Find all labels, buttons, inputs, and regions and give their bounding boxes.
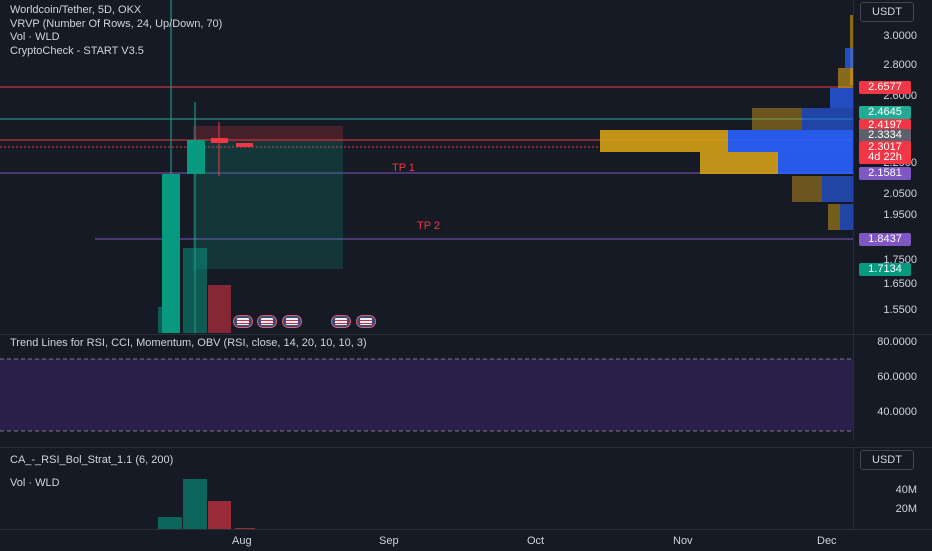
event-flag[interactable]: [257, 315, 277, 328]
rsi-legend[interactable]: Trend Lines for RSI, CCI, Momentum, OBV …: [10, 337, 367, 349]
event-flag[interactable]: [282, 315, 302, 328]
tp2-label: TP 2: [417, 220, 441, 232]
event-flag[interactable]: [331, 315, 351, 328]
volume-unit-button[interactable]: USDT: [860, 450, 914, 470]
symbol-title[interactable]: Worldcoin/Tether, 5D, OKX: [10, 4, 142, 16]
time-label: Nov: [673, 535, 693, 547]
event-flag[interactable]: [356, 315, 376, 328]
price-tick: 1.5500: [883, 304, 917, 316]
rsi-tick: 60.0000: [877, 371, 917, 383]
position-loss-zone: [193, 126, 343, 141]
rsi-axis[interactable]: 80.0000 60.0000 40.0000: [853, 334, 932, 441]
candle: [187, 140, 205, 174]
price-tag: 2.3017: [859, 141, 911, 154]
price-tick: 2.8000: [883, 59, 917, 71]
rsi-canvas: [0, 358, 853, 432]
price-tick: 3.0000: [883, 30, 917, 42]
vrvp-bar: [845, 48, 853, 68]
tp1-label: TP 1: [392, 162, 416, 174]
vrvp-bar: [752, 108, 802, 130]
vrvp-bar: [802, 108, 853, 130]
countdown-tag: 4d 22h: [859, 151, 911, 164]
currency-unit-button[interactable]: USDT: [860, 2, 914, 22]
volume-bar: [158, 307, 162, 333]
price-tag: 1.8437: [859, 233, 911, 246]
vrvp-bar: [830, 88, 853, 108]
candle: [211, 138, 228, 143]
candle: [236, 143, 253, 147]
vrvp-bar: [728, 130, 853, 152]
price-chart-canvas[interactable]: [0, 0, 853, 333]
volume-axis[interactable]: 40M 20M: [853, 447, 932, 530]
indicator-vrvp[interactable]: VRVP (Number Of Rows, 24, Up/Down, 70): [10, 17, 223, 30]
vrvp-bar: [838, 68, 853, 88]
indicator-cryptocheck[interactable]: CryptoCheck - START V3.5: [10, 44, 144, 57]
rsi-band: [0, 359, 853, 431]
indicator-volume[interactable]: Vol · WLD: [10, 31, 60, 43]
volume-pane[interactable]: CA_-_RSI_Bol_Strat_1.1 (6, 200) Vol · WL…: [0, 447, 853, 530]
rsi-pane[interactable]: Trend Lines for RSI, CCI, Momentum, OBV …: [0, 334, 853, 441]
rsi-tick: 40.0000: [877, 406, 917, 418]
price-axis[interactable]: 3.0000 2.8000 2.6000 2.2000 2.0500 1.950…: [853, 0, 932, 333]
volume-legend[interactable]: Vol · WLD: [10, 477, 60, 489]
price-tag: 2.3334: [859, 129, 911, 142]
price-chart-pane[interactable]: Worldcoin/Tether, 5D, OKX VRVP (Number O…: [0, 0, 853, 333]
main-chart-legend: Worldcoin/Tether, 5D, OKX VRVP (Number O…: [10, 4, 222, 58]
volume-canvas: [158, 479, 255, 530]
rsi-tick: 80.0000: [877, 336, 917, 348]
vrvp-bar: [792, 176, 822, 202]
price-tag: 2.6577: [859, 81, 911, 94]
position-profit-zone: [193, 141, 343, 269]
volume-bar: [158, 517, 182, 530]
volume-bar: [208, 285, 231, 333]
vrvp-bar: [700, 152, 778, 174]
volume-bar: [183, 248, 207, 333]
time-label: Oct: [527, 535, 545, 547]
price-tag: 1.7134: [859, 263, 911, 276]
vrvp-bar: [828, 204, 840, 230]
price-tick: 1.9500: [883, 209, 917, 221]
volume-tick: 40M: [895, 484, 917, 496]
price-tick: 2.0500: [883, 188, 917, 200]
vrvp-bar: [600, 130, 728, 152]
time-label: Sep: [379, 535, 399, 547]
time-label: Aug: [232, 535, 252, 547]
vrvp-bar: [778, 152, 853, 174]
time-axis[interactable]: [0, 529, 932, 551]
time-label: Dec: [817, 535, 837, 547]
volume-bar: [183, 479, 207, 530]
candle: [162, 174, 180, 333]
price-tick: 1.6500: [883, 278, 917, 290]
price-tag: 2.4197: [859, 119, 911, 132]
event-flag[interactable]: [233, 315, 253, 328]
strategy-legend[interactable]: CA_-_RSI_Bol_Strat_1.1 (6, 200): [10, 454, 174, 466]
volume-bar: [208, 501, 231, 530]
vrvp-bar: [840, 204, 853, 230]
vrvp-bar: [822, 176, 853, 202]
price-tag: 2.4645: [859, 106, 911, 119]
volume-tick: 20M: [895, 503, 917, 515]
price-tag: 2.1581: [859, 167, 911, 180]
